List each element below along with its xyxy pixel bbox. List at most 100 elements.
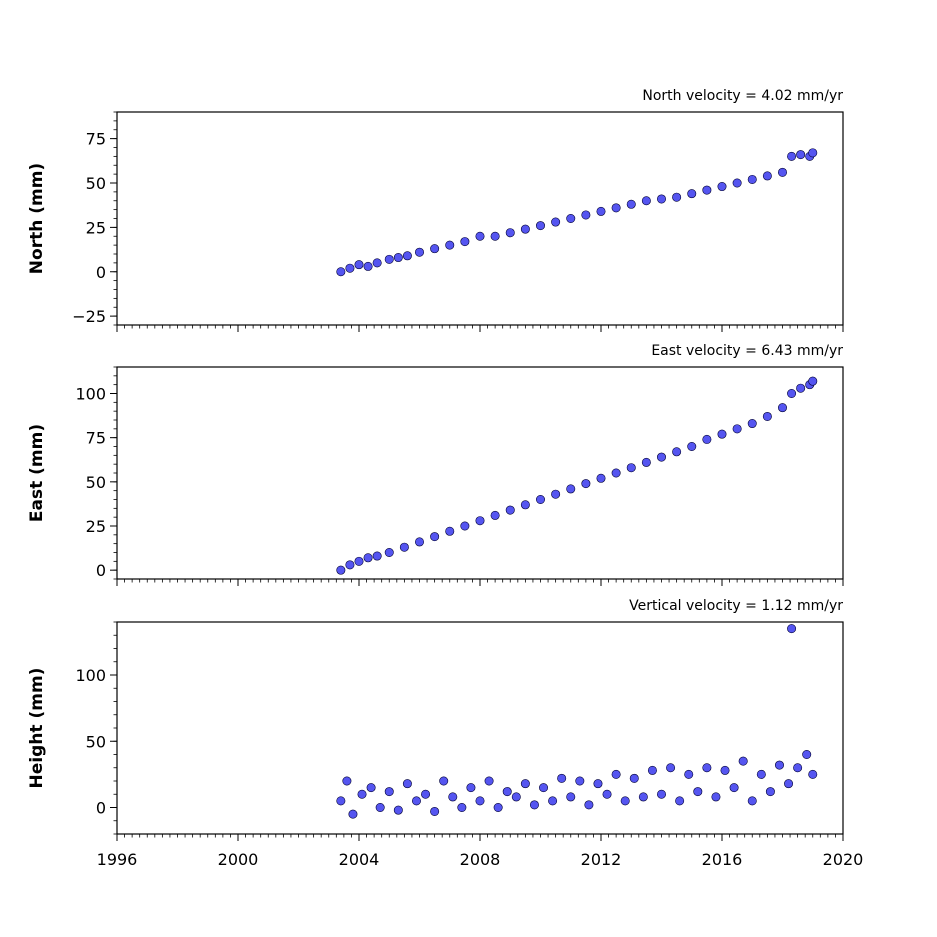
north-data-point [551, 217, 561, 227]
north-data-point [732, 178, 742, 188]
north-velocity-annotation: North velocity = 4.02 mm/yr [642, 88, 843, 104]
height-data-point [729, 783, 739, 793]
height-data-point [808, 769, 818, 779]
height-data-point [439, 776, 449, 786]
height-x-tick-label: 2008 [460, 850, 501, 869]
east-data-point [777, 403, 787, 413]
east-data-point [732, 424, 742, 434]
height-panel: 0 50 100 1996 2000 2004 2008 2012 2016 2020 Height… [27, 598, 863, 869]
height-data-point [756, 769, 766, 779]
east-axes-frame [116, 366, 844, 580]
height-data-point [738, 756, 748, 766]
height-data-point [411, 796, 421, 806]
north-data-point [596, 206, 606, 216]
north-data-point [747, 174, 757, 184]
height-data-point [602, 789, 612, 799]
east-data-point [787, 388, 797, 398]
north-data-point [445, 240, 455, 250]
north-data-point [702, 185, 712, 195]
height-data-point [466, 783, 476, 793]
height-data-point [502, 787, 512, 797]
north-data-point [336, 267, 346, 277]
east-data-point [336, 565, 346, 575]
height-data-point [448, 792, 458, 802]
north-data-point [581, 210, 591, 220]
north-data-point [520, 224, 530, 234]
east-data-point [596, 473, 606, 483]
north-data-point [475, 231, 485, 241]
height-data-point [484, 776, 494, 786]
east-data-point [399, 542, 409, 552]
north-data-point [672, 192, 682, 202]
height-data-point [656, 789, 666, 799]
east-data-point [762, 411, 772, 421]
east-data-point [490, 510, 500, 520]
north-data-point [414, 247, 424, 257]
height-data-point [548, 796, 558, 806]
height-data-point [787, 624, 797, 634]
height-data-point [566, 792, 576, 802]
height-x-tick-label: 1996 [97, 850, 138, 869]
east-data-point [672, 447, 682, 457]
north-data-point [505, 228, 515, 238]
north-data-point [626, 199, 636, 209]
height-data-point [520, 779, 530, 789]
height-data-point [593, 779, 603, 789]
north-data-point [762, 171, 772, 181]
north-data-point [808, 148, 818, 158]
height-data-point [511, 792, 521, 802]
height-data-point [342, 776, 352, 786]
east-data-point [520, 500, 530, 510]
height-data-point [711, 792, 721, 802]
height-data-point [575, 776, 585, 786]
north-data-point [384, 254, 394, 264]
height-data-point [774, 760, 784, 770]
north-data-point [717, 182, 727, 192]
height-data-point [675, 796, 685, 806]
east-data-point [505, 505, 515, 515]
height-x-tick-label: 2004 [339, 850, 380, 869]
east-data-point [702, 434, 712, 444]
east-data-point [363, 553, 373, 563]
east-data-point [430, 532, 440, 542]
height-data-point [336, 796, 346, 806]
north-y-tick-label: 0 [96, 263, 106, 282]
east-data-point [535, 494, 545, 504]
east-data-point [445, 526, 455, 536]
east-data-point [372, 551, 382, 561]
north-data-point [641, 196, 651, 206]
north-data-point [796, 150, 806, 160]
height-data-point [702, 763, 712, 773]
north-data-point [777, 167, 787, 177]
north-data-point [363, 261, 373, 271]
height-x-tick-label: 2012 [581, 850, 622, 869]
height-x-tick-label: 2000 [218, 850, 259, 869]
north-data-point [402, 251, 412, 261]
east-data-point [475, 516, 485, 526]
east-data-point [687, 441, 697, 451]
height-data-point [802, 749, 812, 759]
north-y-tick-label: −25 [72, 307, 106, 326]
east-data-point [808, 376, 818, 386]
east-data-point [414, 537, 424, 547]
east-y-axis-label: East (mm) [27, 424, 47, 522]
north-data-point [460, 237, 470, 247]
height-y-tick-label: 50 [86, 732, 106, 751]
height-data-point [584, 800, 594, 810]
north-y-axis-label: North (mm) [27, 163, 47, 274]
east-data-point [551, 489, 561, 499]
height-data-point [375, 802, 385, 812]
north-data-point [535, 221, 545, 231]
height-data-point [457, 802, 467, 812]
north-y-tick-label: 75 [86, 130, 106, 149]
north-data-point [656, 194, 666, 204]
height-data-point [384, 787, 394, 797]
height-data-point [666, 763, 676, 773]
east-data-point [747, 419, 757, 429]
height-data-point [539, 783, 549, 793]
height-data-point [421, 789, 431, 799]
north-data-point [393, 253, 403, 263]
east-y-tick-label: 0 [96, 561, 106, 580]
height-data-point [529, 800, 539, 810]
